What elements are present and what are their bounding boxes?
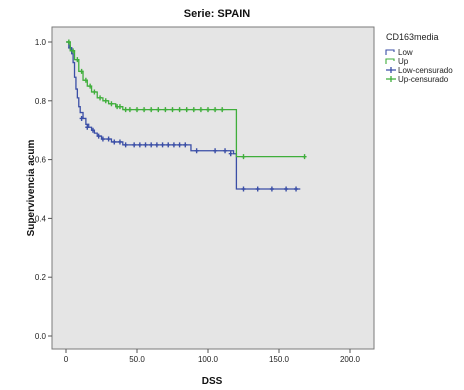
censor-marker-low <box>137 142 142 148</box>
censor-marker-up <box>83 77 88 83</box>
censor-marker-up <box>170 107 175 113</box>
series-layer <box>66 39 307 192</box>
x-axis: 0 50.0 100.0 150.0 200.0 <box>64 349 361 364</box>
legend-label-low: Low <box>398 48 413 57</box>
censor-marker-low <box>143 142 148 148</box>
censor-marker-low <box>294 186 299 192</box>
censor-marker-low <box>284 186 289 192</box>
censor-marker-up <box>198 107 203 113</box>
censor-marker-up <box>163 107 168 113</box>
legend-swatch-low <box>385 49 395 55</box>
censor-marker-up <box>142 107 147 113</box>
censor-marker-low <box>223 148 228 154</box>
censor-marker-up <box>241 154 246 160</box>
censor-marker-low <box>123 142 128 148</box>
y-tick-label: 0.6 <box>35 156 47 165</box>
legend-label-up: Up <box>398 57 409 66</box>
y-axis-title: Supervivencia acum <box>26 140 37 237</box>
series-line-low <box>66 41 301 190</box>
censor-marker-up <box>98 95 103 101</box>
censor-marker-low <box>106 136 111 142</box>
censor-marker-up <box>79 68 84 74</box>
censor-marker-up <box>149 107 154 113</box>
y-tick-label: 0.4 <box>35 214 47 223</box>
censor-marker-low <box>132 142 137 148</box>
censor-marker-up <box>75 57 80 63</box>
x-tick-label: 50.0 <box>129 355 145 364</box>
y-tick-label: 0.8 <box>35 97 47 106</box>
censor-marker-up <box>127 107 132 113</box>
censor-marker-up <box>109 101 114 107</box>
legend-swatch-up-censurado <box>386 76 396 82</box>
censor-marker-low <box>90 127 95 133</box>
y-tick-label: 0.2 <box>35 273 47 282</box>
censor-marker-low <box>183 142 188 148</box>
censor-marker-low <box>154 142 159 148</box>
censor-marker-low <box>255 186 260 192</box>
y-axis: 0.0 0.2 0.4 0.6 0.8 1.0 <box>35 38 52 341</box>
censor-marker-up <box>177 107 182 113</box>
censor-marker-up <box>213 107 218 113</box>
legend-swatch-low-censurado <box>386 67 396 73</box>
censor-marker-up <box>92 89 97 95</box>
censor-marker-low <box>171 142 176 148</box>
censor-marker-low <box>194 148 199 154</box>
censor-marker-up <box>135 107 139 113</box>
censor-marker-low <box>96 133 101 139</box>
censor-marker-low <box>85 124 90 130</box>
x-tick-label: 200.0 <box>340 355 361 364</box>
censor-marker-up <box>123 107 128 113</box>
censor-marker-low <box>79 115 84 121</box>
censor-marker-up <box>103 98 108 104</box>
censor-marker-up <box>220 107 225 113</box>
chart-title: Serie: SPAIN <box>184 8 250 20</box>
censor-marker-up <box>117 104 122 110</box>
censor-marker-up <box>184 107 189 113</box>
legend-label-low-censurado: Low-censurado <box>398 66 453 75</box>
censor-marker-low <box>241 186 246 192</box>
legend: CD163media LowUpLow-censuradoUp-censurad… <box>385 32 453 84</box>
censor-marker-low <box>166 142 171 148</box>
censor-marker-up <box>66 39 71 45</box>
y-tick-label: 0.0 <box>35 332 47 341</box>
legend-title: CD163media <box>386 32 439 42</box>
censor-marker-low <box>100 136 105 142</box>
legend-swatch-up <box>385 58 395 64</box>
x-axis-title: DSS <box>202 376 223 387</box>
censor-marker-low <box>160 142 165 148</box>
censor-marker-low <box>213 148 218 154</box>
censor-marker-up <box>88 83 93 89</box>
y-tick-label: 1.0 <box>35 38 47 47</box>
x-tick-label: 100.0 <box>198 355 219 364</box>
x-tick-label: 0 <box>64 355 69 364</box>
censor-marker-up <box>206 107 210 113</box>
legend-label-up-censurado: Up-censurado <box>398 75 449 84</box>
x-tick-label: 150.0 <box>269 355 290 364</box>
censor-marker-low <box>112 139 117 145</box>
censor-marker-low <box>269 186 274 192</box>
censor-marker-up <box>302 154 307 160</box>
censor-marker-low <box>149 142 154 148</box>
censor-marker-up <box>156 107 161 113</box>
censor-marker-low <box>177 142 182 148</box>
censor-marker-low <box>228 151 233 157</box>
censor-marker-up <box>191 107 196 113</box>
plot-area <box>51 26 375 350</box>
censor-marker-low <box>117 139 122 145</box>
censor-marker-up <box>71 48 76 54</box>
